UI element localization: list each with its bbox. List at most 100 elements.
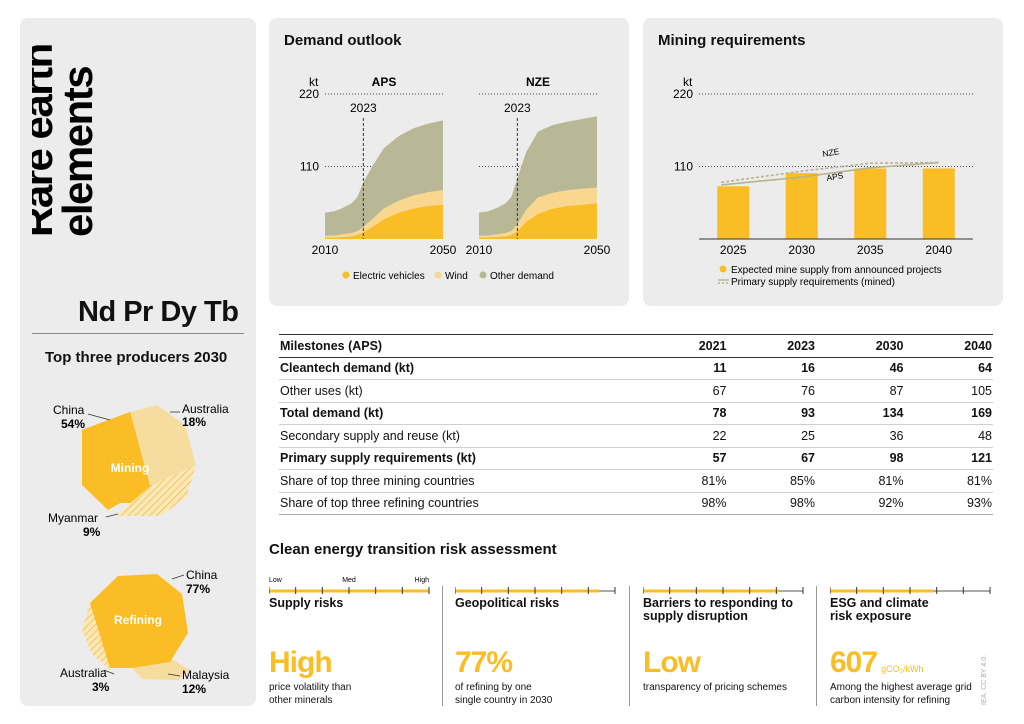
risk-value-text: High — [269, 646, 333, 679]
mining-x-tick-label: 2025 — [720, 243, 747, 257]
risk-description-line: price volatility than — [269, 682, 352, 693]
mining-bar — [922, 168, 955, 239]
demand-x-tick-label: 2010 — [312, 243, 339, 257]
milestones-cell: 57 — [639, 447, 728, 470]
mining-share-myanmar: 9% — [83, 525, 101, 539]
mining-requirements-title: Mining requirements — [658, 32, 806, 49]
risk-value-text: 607 — [830, 646, 878, 679]
mining-share-china: 54% — [61, 417, 85, 431]
refining-label-china: China — [186, 568, 218, 582]
mining-line-label: NZE — [822, 146, 841, 159]
risk-item: ESG and climate risk exposure 607 gCO₂/kWh A… — [830, 570, 995, 706]
leader-china — [87, 413, 111, 421]
milestones-cell: 81% — [816, 469, 905, 493]
risk-description-line: other minerals — [269, 694, 333, 706]
milestones-row-label: Share of top three mining countries — [279, 469, 639, 493]
mining-bar — [785, 173, 818, 239]
demand-y-unit: kt — [309, 75, 319, 89]
divider — [816, 586, 817, 706]
milestones-row: Share of top three mining countries 81% 85… — [279, 469, 993, 493]
milestones-cell: 76 — [727, 379, 816, 403]
credit: IEA. CC BY 4.0. — [981, 654, 988, 705]
milestones-header-row: Milestones (APS) 2021 2023 2030 2040 — [279, 334, 993, 358]
demand-y-tick-label: 220 — [299, 87, 319, 101]
mining-line-aps — [721, 161, 939, 186]
milestones-row: Primary supply requirements (kt) 57 67 98 12… — [279, 447, 993, 470]
risk-description-line: of refining by one — [455, 682, 532, 693]
milestones-header-cell: 2021 — [639, 334, 728, 358]
risk-description: Among the highest average grid carbon int… — [830, 682, 972, 707]
risk-value: 607 gCO₂/kWh — [830, 646, 924, 680]
risk-label: ESG and climate risk exposure — [830, 597, 929, 623]
risk-description: of refining by one single country in 2030 — [455, 682, 552, 707]
risk-value: Low — [643, 646, 701, 680]
milestones-cell: 93% — [904, 492, 993, 515]
risk-label: Geopolitical risks — [455, 597, 559, 610]
milestones-row-label: Secondary supply and reuse (kt) — [279, 424, 639, 448]
mining-x-tick-label: 2035 — [857, 243, 884, 257]
mining-y-tick-label: 220 — [673, 87, 693, 101]
risk-unit: gCO₂/kWh — [881, 664, 924, 674]
milestones-cell: 16 — [727, 357, 816, 380]
leader-refining-australia — [103, 669, 115, 675]
mining-y-unit: kt — [683, 75, 693, 89]
milestones-cell: 98% — [727, 492, 816, 515]
main-title: Rare earth elements — [14, 35, 112, 240]
risk-label-line: Barriers to responding to — [643, 596, 794, 610]
milestones-header-cell: 2023 — [727, 334, 816, 358]
risk-scale-label: Low — [269, 577, 283, 584]
mining-slice-australia — [130, 405, 196, 486]
mining-share-australia: 18% — [182, 415, 206, 429]
demand-x-tick-label: 2050 — [430, 243, 457, 257]
demand-area-electric-vehicles — [479, 203, 597, 239]
refining-label-malaysia: Malaysia — [182, 668, 230, 682]
demand-legend-label: Electric vehicles — [353, 271, 425, 282]
mining-center-label: Mining — [111, 461, 150, 475]
demand-x-tick-label: 2050 — [584, 243, 611, 257]
producers-title: Top three producers 2030 — [45, 349, 228, 366]
mining-requirements-chart: kt 110 220 2025 2030 2035 2040 NZE APS Expected m… — [673, 75, 973, 288]
demand-panel-label: NZE — [526, 75, 550, 89]
demand-panel-label: APS — [372, 75, 397, 89]
mining-label-myanmar: Myanmar — [48, 511, 98, 525]
refining-slice-china — [90, 574, 188, 668]
milestones-cell: 121 — [904, 447, 993, 470]
refining-share-malaysia: 12% — [182, 682, 206, 696]
refining-center-label: Refining — [114, 613, 162, 627]
leader-myanmar — [105, 513, 119, 518]
demand-marker-label: 2023 — [504, 101, 531, 115]
risk-label-line: risk exposure — [830, 609, 912, 623]
risk-description-line: carbon intensity for refining — [830, 694, 951, 706]
title-line2: elements — [54, 67, 101, 237]
mining-line-nze — [721, 161, 939, 184]
demand-marker-label: 2023 — [350, 101, 377, 115]
mining-legend-label: Expected mine supply from announced proj… — [731, 265, 942, 276]
demand-area-wind — [479, 187, 597, 238]
mining-bar — [717, 186, 750, 239]
divider — [629, 586, 630, 706]
milestones-cell: 46 — [816, 357, 905, 380]
refining-share-australia: 3% — [92, 680, 110, 694]
milestones-row-label: Share of top three refining countries — [279, 492, 639, 515]
risk-scale-label: High — [415, 577, 430, 584]
refining-share-china: 77% — [186, 582, 210, 596]
milestones-cell: 67 — [639, 379, 728, 403]
milestones-cell: 25 — [727, 424, 816, 448]
divider — [32, 333, 244, 334]
milestones-cell: 11 — [639, 357, 728, 380]
demand-area-other-demand — [479, 116, 597, 236]
milestones-header-cell: 2040 — [904, 334, 993, 358]
milestones-cell: 98 — [816, 447, 905, 470]
milestones-cell: 67 — [727, 447, 816, 470]
demand-area-wind — [325, 190, 443, 238]
risk-description: price volatility than other minerals — [269, 682, 351, 707]
milestones-cell: 64 — [904, 357, 993, 380]
milestones-cell: 169 — [904, 402, 993, 425]
milestones-header-cell: Milestones (APS) — [279, 334, 639, 358]
demand-legend-label: Wind — [445, 271, 468, 282]
risk-label-line: ESG and climate — [830, 596, 929, 610]
mining-label-australia: Australia — [182, 402, 229, 416]
milestones-cell: 48 — [904, 424, 993, 448]
risk-item: Geopolitical risks 77% of refining by one s… — [455, 570, 620, 706]
milestones-row: Total demand (kt) 78 93 134 169 — [279, 402, 993, 425]
